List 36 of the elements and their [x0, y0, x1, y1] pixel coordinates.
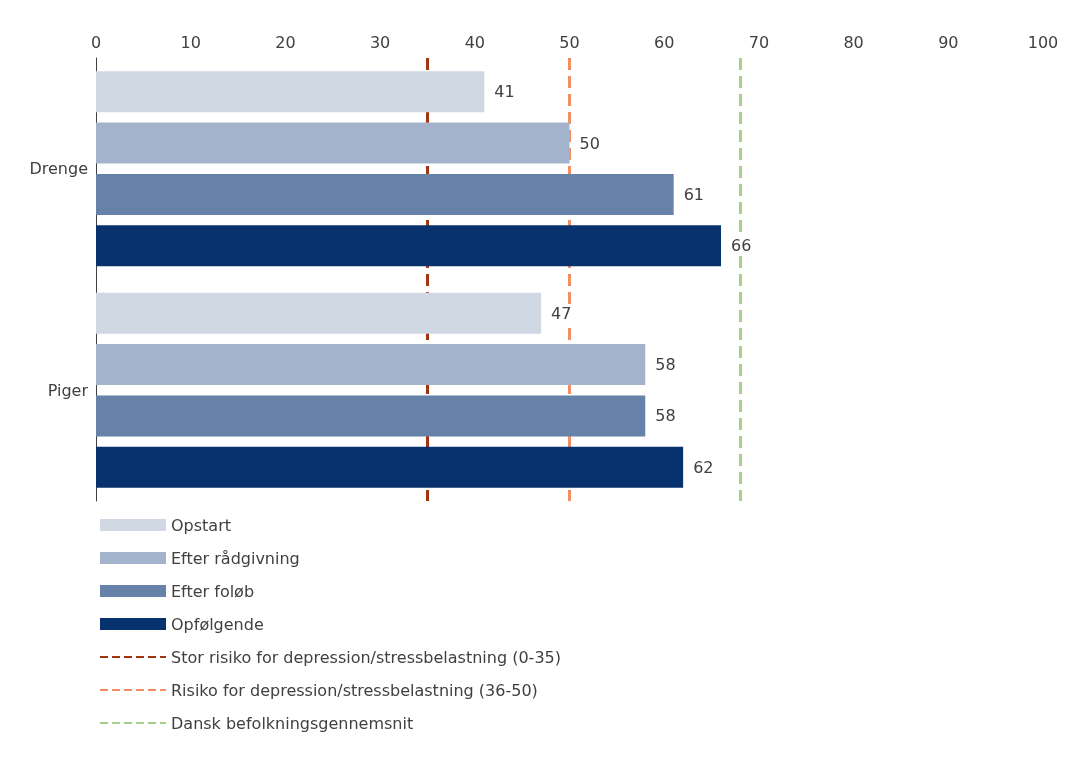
legend-label: Efter foløb — [171, 581, 255, 601]
data-label: 62 — [693, 457, 714, 477]
x-tick-label: 30 — [369, 32, 391, 52]
bar — [96, 292, 542, 334]
bar — [96, 446, 684, 488]
data-label: 41 — [494, 82, 515, 102]
bar — [96, 395, 646, 437]
bar — [96, 122, 570, 164]
x-tick-label: 90 — [938, 32, 959, 52]
data-label: 66 — [731, 236, 752, 256]
x-tick-label: 100 — [1027, 32, 1059, 52]
data-label: 50 — [579, 133, 600, 153]
data-label: 58 — [655, 406, 676, 426]
bar — [96, 225, 722, 267]
legend-label: Opfølgende — [171, 614, 264, 634]
data-label: 61 — [683, 184, 705, 204]
legend-label: Dansk befolkningsgennemsnit — [171, 713, 414, 733]
y-tick-label: Piger — [47, 380, 89, 400]
legend-label: Stor risiko for depression/stressbelastning (0-35) — [171, 647, 561, 667]
legend-label: Risiko for depression/stressbelastning (36-50) — [171, 680, 538, 700]
x-tick-label: 50 — [559, 32, 580, 52]
x-tick-label: 0 — [90, 32, 102, 52]
x-tick-label: 20 — [275, 32, 296, 52]
data-label: 47 — [551, 303, 572, 323]
bar — [96, 344, 646, 386]
bar — [96, 71, 485, 113]
bar — [96, 173, 674, 215]
x-tick-label: 80 — [843, 32, 864, 52]
x-tick-label: 60 — [654, 32, 675, 52]
legend-label: Efter rådgivning — [171, 548, 300, 568]
y-tick-label: Drenge — [29, 159, 88, 179]
x-tick-label: 40 — [464, 32, 485, 52]
data-label: 58 — [655, 355, 676, 375]
x-tick-label: 70 — [748, 32, 770, 52]
legend-label: Opstart — [171, 515, 232, 535]
x-tick-label: 10 — [180, 32, 201, 52]
